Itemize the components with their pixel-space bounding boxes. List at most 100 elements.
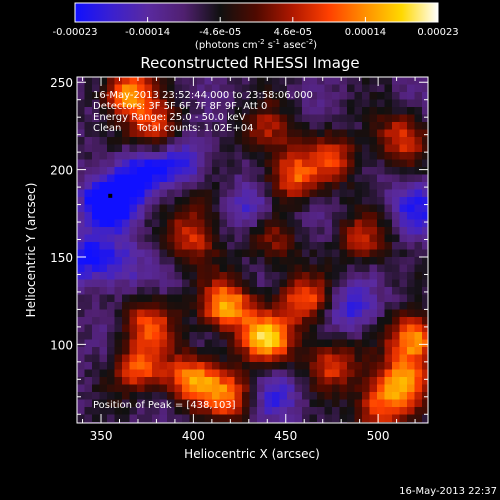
heatmap-cell xyxy=(122,99,130,108)
heatmap-cell xyxy=(272,197,280,205)
heatmap-cell xyxy=(182,137,190,145)
colorbar-tick-label: 0.00023 xyxy=(417,27,458,38)
heatmap-cell xyxy=(369,287,378,295)
heatmap-cell xyxy=(287,227,295,235)
heatmap-cell xyxy=(219,362,228,370)
heatmap-cell xyxy=(302,294,310,303)
heatmap-cell xyxy=(414,332,423,340)
heatmap-cell xyxy=(257,92,265,100)
heatmap-cell xyxy=(242,92,250,100)
heatmap-cell xyxy=(159,77,168,85)
heatmap-cell xyxy=(362,399,370,408)
heatmap-cell xyxy=(392,362,400,370)
heatmap-cell xyxy=(174,144,183,153)
heatmap-cell xyxy=(174,324,183,333)
heatmap-cell xyxy=(414,362,423,370)
heatmap-cell xyxy=(189,92,198,100)
heatmap-cell xyxy=(114,77,123,85)
heatmap-cell xyxy=(92,264,100,273)
heatmap-cell xyxy=(212,167,220,175)
heatmap-cell xyxy=(384,317,393,325)
heatmap-cell xyxy=(354,219,363,228)
heatmap-cell xyxy=(182,144,190,153)
heatmap-cell xyxy=(152,144,160,153)
heatmap-cell xyxy=(219,309,228,318)
heatmap-cell xyxy=(99,414,108,423)
heatmap-cell xyxy=(99,114,108,123)
heatmap-cell xyxy=(332,414,340,423)
heatmap-cell xyxy=(137,107,145,115)
heatmap-cell xyxy=(227,332,235,340)
heatmap-cell xyxy=(414,399,423,408)
heatmap-cell xyxy=(189,99,198,108)
heatmap-cell xyxy=(84,302,93,310)
heatmap-cell xyxy=(242,392,250,400)
heatmap-cell xyxy=(249,182,258,190)
heatmap-cell xyxy=(197,174,205,183)
heatmap-cell xyxy=(129,107,138,115)
heatmap-cell xyxy=(294,182,303,190)
heatmap-cell xyxy=(407,234,415,243)
heatmap-cell xyxy=(362,84,370,93)
heatmap-cell xyxy=(294,354,303,363)
heatmap-cell xyxy=(129,182,138,190)
heatmap-cell xyxy=(347,279,355,288)
heatmap-cell xyxy=(294,77,303,85)
heatmap-cell xyxy=(257,399,265,408)
heatmap-cell xyxy=(227,249,235,258)
heatmap-cell xyxy=(347,339,355,348)
heatmap-cell xyxy=(204,369,213,378)
heatmap-cell xyxy=(399,167,408,175)
heatmap-cell xyxy=(84,377,93,385)
colorbar-tick-label: -0.00014 xyxy=(125,27,170,38)
heatmap-cell xyxy=(332,159,340,168)
heatmap-cell xyxy=(324,114,333,123)
heatmap-cell xyxy=(309,302,318,310)
heatmap-cell xyxy=(219,369,228,378)
heatmap-cell xyxy=(324,317,333,325)
heatmap-cell xyxy=(219,347,228,355)
chart-title: Reconstructed RHESSI Image xyxy=(140,54,359,72)
heatmap-cell xyxy=(122,279,130,288)
heatmap-cell xyxy=(197,219,205,228)
heatmap-cell xyxy=(227,257,235,265)
heatmap-cell xyxy=(279,287,288,295)
heatmap-cell xyxy=(144,107,153,115)
heatmap-cell xyxy=(249,204,258,213)
heatmap-cell xyxy=(174,189,183,198)
heatmap-cell xyxy=(159,204,168,213)
heatmap-cell xyxy=(354,167,363,175)
heatmap-cell xyxy=(84,114,93,123)
heatmap-cell xyxy=(227,354,235,363)
heatmap-cell xyxy=(422,77,428,85)
heatmap-cell xyxy=(107,234,115,243)
heatmap-cell xyxy=(264,384,273,393)
heatmap-cell xyxy=(332,204,340,213)
heatmap-cell xyxy=(309,84,318,93)
colorbar-tick-label: -4.6e-05 xyxy=(199,27,241,38)
heatmap-cell xyxy=(219,197,228,205)
heatmap-cell xyxy=(422,279,428,288)
heatmap-cell xyxy=(99,107,108,115)
heatmap-cell xyxy=(414,92,423,100)
heatmap-cell xyxy=(137,414,145,423)
heatmap-cell xyxy=(77,107,85,115)
heatmap-cell xyxy=(279,407,288,415)
heatmap-cell xyxy=(332,99,340,108)
heatmap-cell xyxy=(137,279,145,288)
heatmap-cell xyxy=(204,257,213,265)
heatmap-cell xyxy=(77,257,85,265)
heatmap-cell xyxy=(384,197,393,205)
heatmap-cell xyxy=(347,84,355,93)
heatmap-cell xyxy=(77,182,85,190)
heatmap-cell xyxy=(414,84,423,93)
heatmap-cell xyxy=(99,279,108,288)
heatmap-cell xyxy=(257,204,265,213)
heatmap-cell xyxy=(302,354,310,363)
heatmap-cell xyxy=(347,174,355,183)
heatmap-cell xyxy=(242,332,250,340)
heatmap-cell xyxy=(362,114,370,123)
heatmap-cell xyxy=(309,204,318,213)
heatmap-cell xyxy=(309,339,318,348)
annotation-detectors: Detectors: 3F 5F 6F 7F 8F 9F, Att 0 xyxy=(93,101,267,112)
